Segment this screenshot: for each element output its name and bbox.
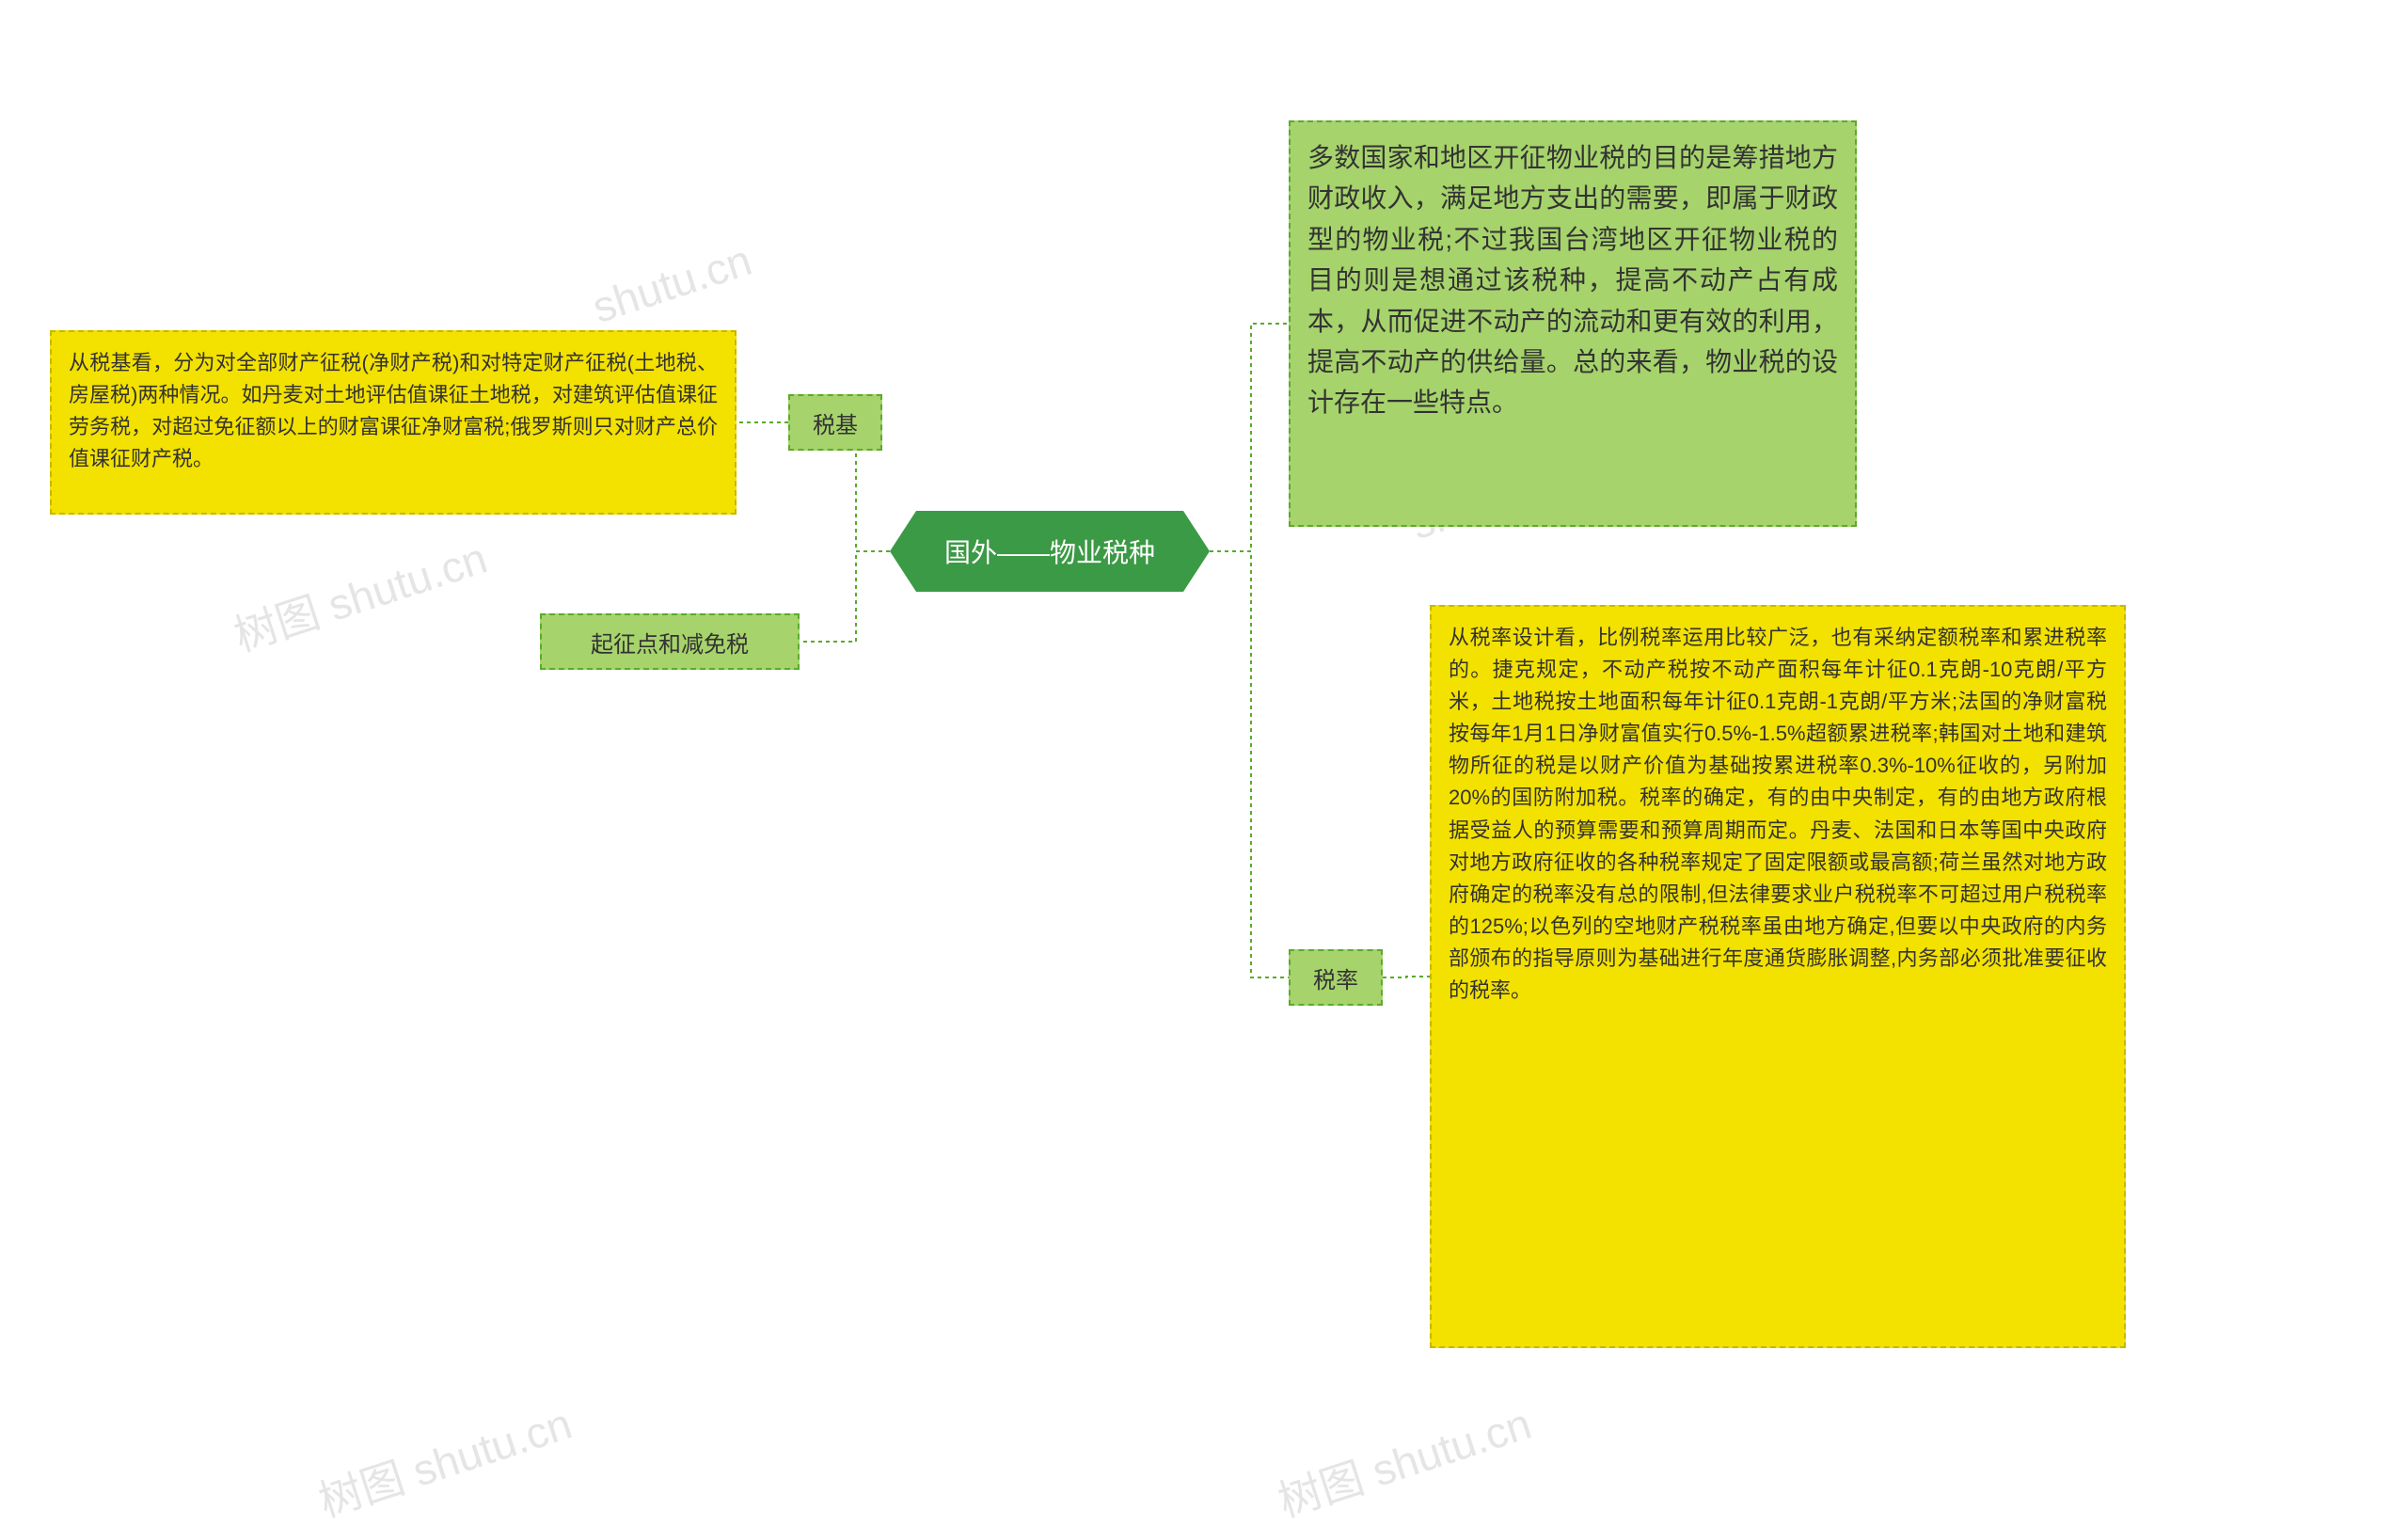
central-label: 国外——物业税种 — [944, 532, 1155, 570]
detail-tax-base[interactable]: 从税基看，分为对全部财产征税(净财产税)和对特定财产征税(土地税、房屋税)两种情… — [50, 330, 737, 515]
detail-tax-rate[interactable]: 从税率设计看，比例税率运用比较广泛，也有采纳定额税率和累进税率的。捷克规定，不动… — [1430, 605, 2126, 1348]
watermark: 树图 shutu.cn — [1270, 1390, 1538, 1525]
detail-text: 从税率设计看，比例税率运用比较广泛，也有采纳定额税率和累进税率的。捷克规定，不动… — [1449, 622, 2107, 1007]
branch-label: 税率 — [1313, 961, 1358, 994]
detail-intro[interactable]: 多数国家和地区开征物业税的目的是筹措地方财政收入，满足地方支出的需要，即属于财政… — [1289, 120, 1857, 527]
branch-tax-rate[interactable]: 税率 — [1289, 949, 1383, 1006]
branch-tax-base[interactable]: 税基 — [788, 394, 882, 451]
branch-label: 起征点和减免税 — [591, 626, 749, 659]
branch-label: 税基 — [813, 406, 858, 439]
central-node[interactable]: 国外——物业税种 — [890, 511, 1210, 592]
watermark: 树图 shutu.cn — [226, 524, 494, 664]
mindmap-canvas: 树图 shutu.cnshutu.cnshutu.cn树图 shutu.cn树图… — [0, 0, 2408, 1525]
detail-text: 多数国家和地区开征物业税的目的是筹措地方财政收入，满足地方支出的需要，即属于财政… — [1307, 137, 1838, 423]
watermark: 树图 shutu.cn — [310, 1390, 578, 1525]
watermark: shutu.cn — [586, 234, 757, 333]
branch-threshold[interactable]: 起征点和减免税 — [540, 613, 800, 670]
detail-text: 从税基看，分为对全部财产征税(净财产税)和对特定财产征税(土地税、房屋税)两种情… — [69, 347, 718, 475]
